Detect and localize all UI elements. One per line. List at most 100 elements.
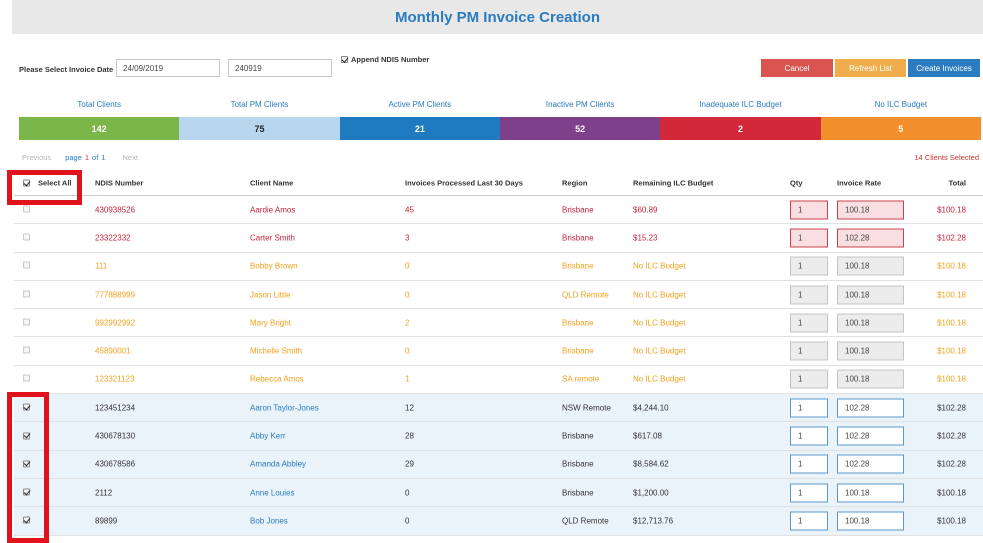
table-row[interactable]: 23322332 Carter Smith 3 Brisbane $15.23 1 102.… xyxy=(14,224,983,253)
table-row[interactable]: 123451234 Aaron Taylor-Jones 12 NSW Remote $… xyxy=(14,394,983,423)
client-name-link[interactable]: Aardie Amos xyxy=(250,205,296,215)
qty-input[interactable]: 1 xyxy=(790,228,828,248)
invoice-rate-input[interactable]: 100.18 xyxy=(837,341,904,361)
row-checkbox-cell[interactable] xyxy=(23,205,30,214)
qty-input[interactable]: 1 xyxy=(790,341,828,361)
invoice-rate-input[interactable]: 102.28 xyxy=(837,454,904,474)
next-page-link[interactable]: Next xyxy=(122,153,138,162)
table-row[interactable]: 2112 Anne Louies 0 Brisbane $1,200.00 1 100.18… xyxy=(14,478,983,508)
invoice-rate-input[interactable]: 102.28 xyxy=(837,398,904,418)
row-checkbox-cell[interactable] xyxy=(23,346,30,356)
column-header-invoices-processed[interactable]: Invoices Processed Last 30 Days xyxy=(405,178,523,188)
column-header-qty[interactable]: Qty xyxy=(790,178,803,188)
invoice-rate-input[interactable]: 100.18 xyxy=(837,256,904,276)
row-checkbox[interactable] xyxy=(23,403,30,411)
column-header-region[interactable]: Region xyxy=(562,178,588,188)
client-name-link[interactable]: Anne Louies xyxy=(250,488,295,498)
client-name-link[interactable]: Abby Kerr xyxy=(250,431,286,441)
row-checkbox[interactable] xyxy=(23,233,30,241)
invoice-rate-input[interactable]: 100.18 xyxy=(837,285,904,305)
qty-input[interactable]: 1 xyxy=(790,200,828,220)
create-invoices-button[interactable]: Create Invoices xyxy=(908,59,980,77)
invoice-rate-input[interactable]: 100.18 xyxy=(837,511,904,531)
row-checkbox[interactable] xyxy=(23,205,30,213)
qty-input[interactable]: 1 xyxy=(790,398,828,418)
row-checkbox-cell[interactable] xyxy=(23,403,30,412)
client-name-link[interactable]: Carter Smith xyxy=(250,233,295,243)
client-name-link[interactable]: Jason Little xyxy=(250,290,291,300)
row-checkbox-cell[interactable] xyxy=(23,374,30,384)
invoice-rate-input[interactable]: 102.28 xyxy=(837,228,904,248)
append-ndis-option[interactable]: Append NDIS Number xyxy=(341,55,429,64)
row-checkbox[interactable] xyxy=(23,432,30,440)
client-name-link[interactable]: Aaron Taylor-Jones xyxy=(250,403,319,413)
client-name-link[interactable]: Bobby Brown xyxy=(250,261,298,271)
row-checkbox-cell[interactable] xyxy=(23,318,30,327)
previous-page-link[interactable]: Previous xyxy=(22,153,52,162)
table-row[interactable]: 992992992 Mary Bright 2 Brisbane No ILC Budg… xyxy=(14,309,983,338)
invoices-processed: 29 xyxy=(405,459,414,469)
row-checkbox-cell[interactable] xyxy=(23,432,30,441)
client-name-link[interactable]: Bob Jones xyxy=(250,516,288,526)
table-row[interactable]: 430678130 Abby Kerr 28 Brisbane $617.08 1 102.… xyxy=(14,422,983,451)
column-header-total[interactable]: Total xyxy=(948,178,966,188)
invoice-rate-input[interactable]: 100.18 xyxy=(837,200,904,220)
stat-value[interactable]: 142 xyxy=(19,117,180,140)
table-row[interactable]: 45890001 Michelle Smith 0 Brisbane No ILC Bu… xyxy=(14,337,983,366)
invoice-reference-input[interactable]: 240919 xyxy=(228,59,332,77)
append-ndis-checkbox[interactable] xyxy=(341,56,348,63)
row-checkbox-cell[interactable] xyxy=(23,290,30,299)
row-checkbox[interactable] xyxy=(23,290,30,298)
stat-value[interactable]: 21 xyxy=(339,117,500,140)
stat-value[interactable]: 52 xyxy=(499,117,661,140)
row-checkbox[interactable] xyxy=(23,460,30,468)
row-checkbox[interactable] xyxy=(23,346,30,354)
qty-input[interactable]: 1 xyxy=(790,454,828,474)
table-row[interactable]: 123321123 Rebecca Amos 1 SA remote No ILC Bu… xyxy=(14,366,983,395)
row-checkbox-cell[interactable] xyxy=(23,233,30,242)
row-checkbox[interactable] xyxy=(23,516,30,524)
column-header-remaining-budget[interactable]: Remaining ILC Budget xyxy=(633,178,714,188)
invoice-rate-input[interactable]: 100.18 xyxy=(837,369,904,389)
invoice-date-input[interactable]: 24/09/2019 xyxy=(116,59,220,77)
qty-input[interactable]: 1 xyxy=(790,483,828,503)
column-header-client-name[interactable]: Client Name xyxy=(250,178,294,188)
qty-input[interactable]: 1 xyxy=(790,511,828,531)
refresh-list-button[interactable]: Refresh List xyxy=(835,59,906,77)
table-row[interactable]: 111 Bobby Brown 0 Brisbane No ILC Budget 1 100… xyxy=(14,253,983,281)
table-row[interactable]: 89899 Bob Jones 0 QLD Remote $12,713.76 1 100.… xyxy=(14,507,983,536)
select-all-checkbox[interactable] xyxy=(23,179,30,187)
qty-input[interactable]: 1 xyxy=(790,285,828,305)
invoice-rate-input[interactable]: 102.28 xyxy=(837,426,904,446)
row-checkbox-cell[interactable] xyxy=(23,261,30,271)
stat-value[interactable]: 75 xyxy=(179,117,340,140)
table-row[interactable]: 430938526 Aardie Amos 45 Brisbane $60.89 1 100… xyxy=(14,196,983,225)
table-row[interactable]: 430678586 Amanda Abbley 29 Brisbane $8,584.6… xyxy=(14,450,983,479)
row-checkbox-cell[interactable] xyxy=(23,516,30,525)
cancel-button[interactable]: Cancel xyxy=(761,59,833,77)
table-row[interactable]: 777888999 Jason Little 0 QLD Remote No ILC B… xyxy=(14,281,983,310)
client-name-link[interactable]: Mary Bright xyxy=(250,318,291,328)
client-name-link[interactable]: Rebecca Amos xyxy=(250,374,304,384)
client-name-link[interactable]: Amanda Abbley xyxy=(250,459,307,469)
row-checkbox-cell[interactable] xyxy=(23,488,30,497)
row-checkbox-cell[interactable] xyxy=(23,460,30,469)
qty-input[interactable]: 1 xyxy=(790,426,828,446)
row-checkbox[interactable] xyxy=(23,318,30,326)
qty-input[interactable]: 1 xyxy=(790,256,828,276)
stat-value[interactable]: 5 xyxy=(820,117,981,140)
client-name-link[interactable]: Michelle Smith xyxy=(250,346,303,356)
qty-input[interactable]: 1 xyxy=(790,313,828,333)
column-header-invoice-rate[interactable]: Invoice Rate xyxy=(837,178,882,188)
row-total: $102.28 xyxy=(937,459,966,469)
invoice-rate-input[interactable]: 100.18 xyxy=(837,313,904,333)
stat-value[interactable]: 2 xyxy=(660,117,821,140)
total-pages-number: 1 xyxy=(101,153,106,162)
qty-input[interactable]: 1 xyxy=(790,369,828,389)
row-checkbox[interactable] xyxy=(23,488,30,496)
invoice-rate-input[interactable]: 100.18 xyxy=(837,483,904,503)
row-checkbox[interactable] xyxy=(23,261,30,269)
column-header-ndis[interactable]: NDIS Number xyxy=(95,178,144,188)
select-all-control[interactable]: Select All xyxy=(23,179,72,188)
row-checkbox[interactable] xyxy=(23,374,30,382)
